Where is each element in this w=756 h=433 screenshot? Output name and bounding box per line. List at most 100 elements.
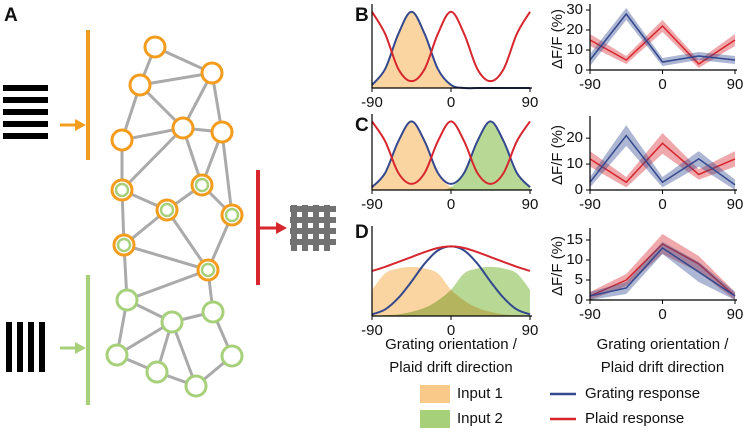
neuron [110,128,134,152]
y-tick-label: 20 [566,21,583,38]
plaid-icon [290,205,336,251]
x-tick-label: 90 [522,94,539,111]
x-axis-label: Plaid drift direction [389,359,512,376]
chart: -90 0 90 [361,4,538,111]
neuron [160,310,184,334]
neuron [143,35,167,59]
neuron [105,343,129,367]
vertical-grating [6,322,45,372]
x-axis-label: Plaid drift direction [601,359,724,376]
edge [165,209,210,271]
x-tick-label: 0 [447,94,455,111]
horizontal-grating [3,85,48,139]
x-tick-label: 0 [658,306,666,323]
input-area [372,11,530,89]
legend: Input 1 Input 2 Grating response Plaid resp… [420,385,700,428]
x-tick-label: 0 [658,196,666,213]
legend-swatch [420,410,450,428]
y-axis-label: ΔF/F (%) [549,236,566,296]
legend-swatch [420,385,450,403]
input-area [372,121,530,191]
nodes [105,35,244,398]
arrow-head [276,222,287,234]
x-tick-label: -90 [579,196,601,213]
neuron-core [159,202,175,218]
neuron [210,120,234,144]
panel-label: B [355,5,369,26]
response-curve [371,10,531,83]
x-tick-label: 90 [727,196,744,213]
legend-label: Input 1 [457,385,503,402]
panel-label: A [4,5,18,26]
response-curve [371,120,531,188]
error-band [590,234,735,300]
x-tick-label: -90 [579,76,601,93]
y-tick-label: 0 [575,291,583,308]
chart: -90 0 90 [361,114,538,213]
y-tick-label: 10 [566,251,583,268]
y-tick-label: 0 [575,61,583,78]
y-tick-label: 10 [566,41,583,58]
neuron-core [200,262,216,278]
response-curve [371,120,531,185]
x-tick-label: 90 [522,322,539,339]
input-area [372,121,530,191]
error-band [590,8,735,66]
neuron-core [194,177,210,193]
response-line [589,243,736,297]
legend-label: Grating response [585,385,700,402]
response-line [589,24,736,65]
neuron-core [114,182,130,198]
x-tick-label: 0 [447,322,455,339]
y-tick-label: 0 [575,181,583,198]
panel-label: C [355,115,369,136]
neuron [145,360,169,384]
response-line [589,12,736,63]
edge [123,243,209,272]
x-tick-label: 90 [522,196,539,213]
y-tick-label: 20 [566,129,583,146]
edge [126,268,209,302]
response-line [589,134,736,186]
x-tick-label: -90 [361,196,383,213]
x-axis-label: Grating orientation / [597,336,730,353]
x-tick-label: 0 [658,76,666,93]
x-tick-label: -90 [361,94,383,111]
arrow-head [75,342,86,354]
neuron [200,61,224,85]
y-tick-label: 30 [566,1,583,18]
y-tick-label: 5 [575,271,583,288]
response-line [589,247,736,297]
y-tick-label: 10 [566,155,583,172]
legend-label: Input 2 [457,410,503,427]
neuron [128,73,152,97]
y-tick-label: 15 [566,231,583,248]
error-band [590,242,735,300]
x-tick-label: -90 [361,322,383,339]
error-band [590,125,735,190]
edge [139,71,213,87]
x-axis-label: Grating orientation / [385,336,518,353]
input-area [372,266,530,316]
neuron [220,344,244,368]
response-curve [371,245,531,272]
neuron-core [224,207,240,223]
arrow-head [75,119,86,131]
edge [120,126,185,192]
response-line [589,142,736,184]
panel-label: D [355,222,369,243]
y-axis-label: ΔF/F (%) [549,9,566,69]
neuron-core [116,237,132,253]
neuron [171,116,195,140]
x-tick-label: 90 [727,306,744,323]
y-axis-label: ΔF/F (%) [549,125,566,185]
error-band [590,20,735,68]
legend-label: Plaid response [585,410,684,427]
neuron [201,300,225,324]
edge [220,131,234,216]
